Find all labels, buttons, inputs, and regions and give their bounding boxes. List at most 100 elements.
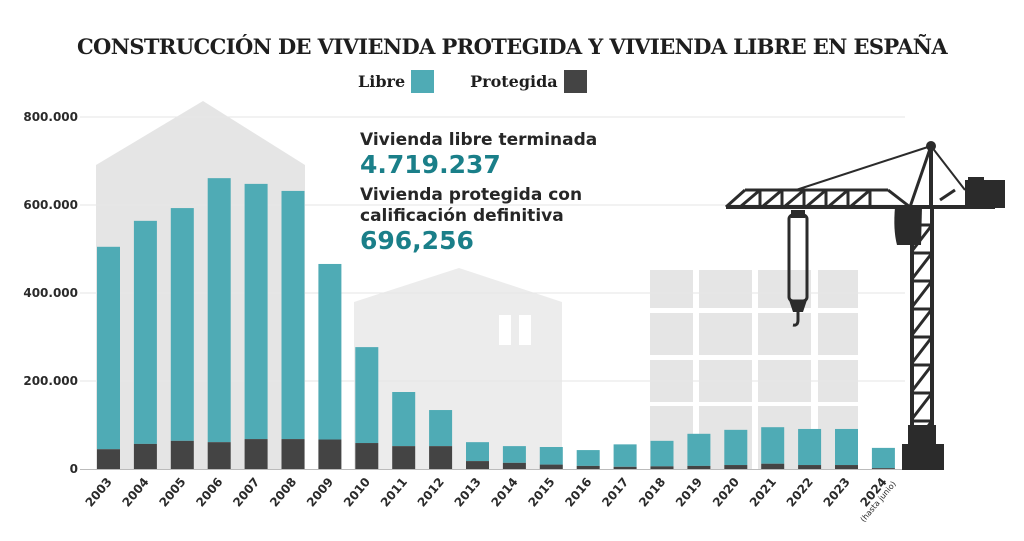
bar-libre-2016: [576, 450, 600, 466]
crane-illustration: [724, 141, 1005, 470]
bar-libre-2017: [613, 444, 637, 467]
bar-libre-2011: [392, 392, 416, 447]
legend-item-protegida: Protegida: [470, 70, 587, 93]
y-tick-label: 0: [70, 462, 78, 476]
x-tick-label: 2016: [562, 475, 594, 510]
legend-label-libre: Libre: [358, 72, 406, 91]
crane-jib-brace: [761, 188, 783, 209]
bar-libre-2008: [281, 190, 305, 440]
crane-cab: [894, 207, 922, 245]
legend-swatch-protegida: [563, 70, 587, 93]
crane-hook-icon: [792, 312, 800, 327]
protegida-total-value: 696,256: [360, 226, 474, 255]
crane-mast-brace: [910, 280, 934, 308]
legend-swatch-libre: [411, 70, 435, 93]
building-block: [818, 270, 858, 308]
bar-protegida-2019: [687, 465, 711, 469]
bar-protegida-2023: [835, 465, 858, 469]
bar-libre-2014: [502, 446, 526, 463]
chart-title: CONSTRUCCIÓN DE VIVIENDA PROTEGIDA Y VIV…: [76, 34, 948, 59]
x-tick-label: 2017: [599, 475, 631, 510]
bar-libre-2024: [871, 447, 895, 469]
building-block: [699, 270, 752, 308]
bar-libre-2019: [687, 433, 711, 466]
bar-libre-2018: [650, 440, 674, 467]
x-tick-label: 2019: [673, 475, 705, 510]
house-shape-large: [96, 101, 305, 469]
crane-jib-brace: [805, 188, 827, 209]
bar-protegida-2024: [871, 468, 895, 469]
bar-libre-2006: [207, 178, 231, 443]
x-axis: 2003 2004 2005 2006 2007 2008 2009 2010 2011 2012…: [83, 475, 898, 524]
x-tick-label: 2013: [452, 475, 484, 510]
building-block: [758, 313, 811, 355]
x-tick-label: 2015: [525, 475, 557, 510]
x-tick-label: 2014: [489, 475, 521, 510]
bars: [80, 178, 905, 470]
crane-mast-right: [930, 205, 934, 445]
building-block: [650, 313, 693, 355]
bar-libre-2020: [724, 429, 748, 466]
x-tick-label: 2007: [230, 475, 262, 510]
x-tick-label: 2023: [821, 475, 853, 510]
bar-libre-2021: [761, 427, 785, 464]
crane-mast-brace: [910, 308, 934, 336]
bar-protegida-2003: [97, 449, 120, 469]
bar-protegida-2015: [539, 464, 563, 469]
annotation-block: Vivienda libre terminada 4.719.237 Vivie…: [360, 130, 597, 261]
bar-protegida-2007: [244, 439, 268, 469]
crane-mast-brace: [910, 336, 934, 364]
bar-libre-2007: [244, 183, 268, 440]
bar-protegida-2004: [133, 443, 157, 469]
bar-libre-2023: [835, 428, 858, 466]
x-tick-label: 2010: [341, 475, 373, 510]
crane-mast-brace: [910, 252, 934, 280]
x-tick-label: 2004: [120, 475, 152, 510]
bar-libre-2015: [539, 447, 563, 465]
crane-mast-left: [910, 205, 914, 445]
bar-libre-2004: [133, 220, 157, 444]
crane-mast-brace: [910, 392, 934, 420]
bar-libre-2003: [97, 246, 120, 450]
bar-libre-2012: [429, 410, 453, 447]
bar-protegida-2016: [576, 465, 600, 469]
crane-mast-brace: [910, 364, 934, 392]
legend: Libre Protegida: [358, 70, 623, 93]
crane-mast-brace: [910, 224, 934, 252]
bar-protegida-2018: [650, 466, 674, 469]
x-tick-label: 2018: [636, 475, 668, 510]
bar-protegida-2012: [429, 446, 453, 469]
bar-libre-2005: [170, 208, 194, 441]
crane-counter-jib: [939, 188, 956, 202]
building-block: [818, 313, 858, 355]
window-shape: [519, 315, 531, 345]
crane-jib-end: [887, 188, 911, 209]
x-tick-label: 2020: [710, 475, 742, 510]
y-axis: 0 200.000 400.000 600.000 800.000: [23, 110, 78, 476]
crane-hook-weight: [789, 300, 807, 312]
libre-total-label: Vivienda libre terminada: [360, 130, 598, 150]
y-tick-label: 400.000: [23, 286, 78, 300]
bar-libre-2022: [798, 428, 822, 466]
bar-protegida-2017: [613, 466, 637, 469]
building-block: [650, 270, 693, 308]
protegida-total-label-line2: calificación definitiva: [360, 206, 564, 226]
building-block: [699, 313, 752, 355]
crane-counterweight-top: [968, 177, 984, 187]
y-tick-label: 800.000: [23, 110, 78, 124]
crane-base-top: [908, 425, 936, 445]
x-tick-label: 2006: [193, 475, 225, 510]
y-tick-label: 600.000: [23, 198, 78, 212]
crane-base: [902, 444, 944, 470]
x-tick-label: 2005: [156, 475, 188, 510]
bar-protegida-2021: [761, 463, 785, 469]
bar-protegida-2014: [502, 462, 526, 469]
bar-libre-2009: [318, 263, 342, 440]
protegida-total-label-line1: Vivienda protegida con: [360, 185, 583, 205]
x-tick-label: 2022: [784, 475, 816, 510]
bar-protegida-2020: [724, 465, 748, 469]
crane-jib-brace: [783, 188, 805, 209]
legend-item-libre: Libre: [358, 70, 435, 93]
bar-libre-2013: [466, 442, 489, 462]
